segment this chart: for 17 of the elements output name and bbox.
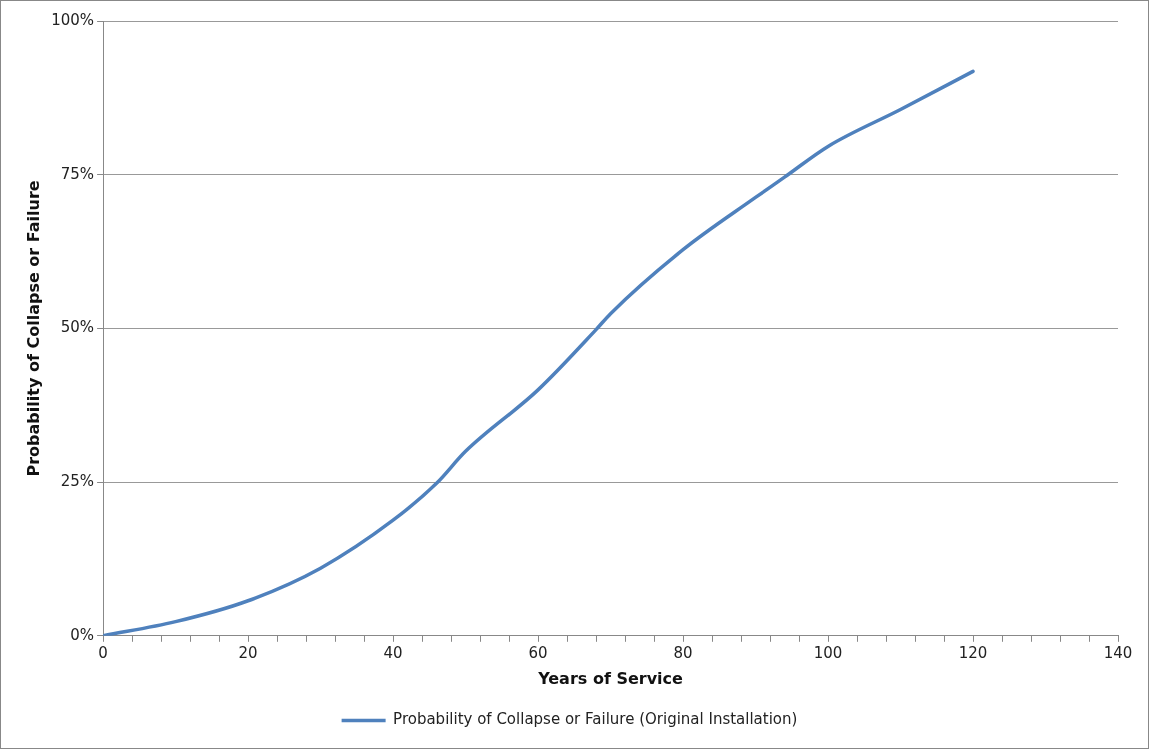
x-axis-title: Years of Service: [537, 668, 684, 688]
x-tick-label: 60: [528, 643, 548, 662]
x-tick-label: 100: [813, 643, 843, 662]
x-tick-label: 0: [98, 643, 108, 662]
x-tick-label: 40: [383, 643, 403, 662]
line-series: [103, 69, 975, 636]
y-tick-label: 75%: [60, 164, 95, 183]
y-tick-label: 25%: [60, 471, 95, 490]
y-tick-label: 0%: [70, 625, 95, 644]
x-tick-label: 140: [1103, 643, 1133, 662]
y-tick-label: 50%: [60, 318, 95, 337]
x-tick-label: 20: [238, 643, 258, 662]
y-tick-label: 100%: [51, 10, 95, 29]
y-axis-title: Probability of Collapse or Failure: [23, 180, 43, 477]
x-tick-label: 80: [673, 643, 693, 662]
x-tick-label: 120: [958, 643, 988, 662]
legend-label: Probability of Collapse or Failure (Original Installation): [393, 710, 798, 729]
